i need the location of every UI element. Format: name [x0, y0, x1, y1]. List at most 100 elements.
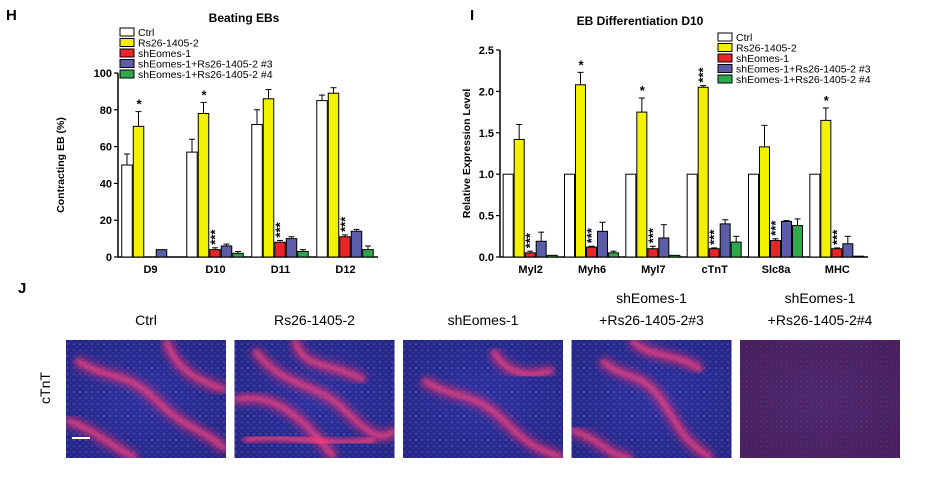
- legend-label-sheomes-1: shEomes-1: [138, 48, 191, 60]
- panel-j-images: Ctrl Rs26-1405-2 shEomes-1 +Rs26-1405-2#3 sh…: [66, 290, 900, 458]
- bar-sheomes-1-myl7: [647, 248, 659, 258]
- bar-sheomes-1-myl2: [524, 252, 536, 258]
- bar-ctrl-d10: [186, 151, 198, 258]
- bar-ctrl-ctnt: [686, 173, 698, 258]
- micrograph-1: [66, 340, 226, 458]
- y-tick-label: 60: [100, 142, 112, 154]
- y-tick-label: 0.5: [479, 211, 494, 223]
- significance-mark: ***: [707, 229, 722, 245]
- chart-h-title: Beating EBs: [209, 11, 280, 25]
- bar-sheomes-1-rs26-1405-2-4-mhc: [853, 255, 865, 258]
- chart-i: 0.0 0.5 1.0 1.5 2.0 2.5 Relative Expression Le…: [461, 32, 871, 276]
- bar-ctrl-d11: [251, 124, 263, 258]
- legend-label-sheomes-1-rs26-1405-2-4: shEomes-1+Rs26-1405-2 #4: [736, 74, 871, 86]
- legend-swatch-rs26-1405-2: [119, 38, 135, 47]
- legend-label-ctrl: Ctrl: [138, 27, 154, 39]
- y-axis-label: Relative Expression Level: [461, 89, 473, 219]
- chart-h: 0 20 40 60 80 100 Contracting EB (%) D9 D10 D11 D1…: [55, 27, 378, 276]
- micrograph-2: [234, 340, 395, 458]
- micrograph-4: [571, 340, 732, 458]
- significance-mark: ***: [645, 227, 660, 243]
- y-axis-label: Contracting EB (%): [55, 117, 67, 213]
- legend-label-rs26-1405-2: Rs26-1405-2: [138, 38, 199, 50]
- chart-i-title: EB Differentiation D10: [577, 14, 704, 28]
- y-tick-label: 100: [94, 68, 112, 80]
- bar-sheomes-1-rs26-1405-2-3-d12: [350, 230, 363, 258]
- significance-mark: ***: [273, 221, 288, 237]
- image-label-4-line1: shEomes-1: [616, 290, 687, 306]
- bar-sheomes-1-rs26-1405-2-4-d11: [297, 250, 309, 258]
- image-label-5-line2: +Rs26-1405-2#4: [768, 312, 873, 328]
- y-tick-label: 1.0: [479, 169, 494, 181]
- legend-label-rs26-1405-2: Rs26-1405-2: [736, 43, 797, 55]
- significance-mark: *: [824, 93, 830, 108]
- image-label-2-line2: Rs26-1405-2: [274, 312, 355, 328]
- bar-sheomes-1-rs26-1405-2-3-myl7: [658, 237, 670, 258]
- legend-swatch-sheomes-1-rs26-1405-2-3: [119, 59, 135, 68]
- bar-sheomes-1-d10: [209, 249, 221, 258]
- bar-ctrl-myl7: [625, 173, 637, 258]
- ctnt-stain-core: [164, 340, 226, 392]
- ctnt-stain-core: [75, 358, 226, 452]
- bar-sheomes-1-rs26-1405-2-3-slc8a: [781, 220, 792, 258]
- legend-label-sheomes-1-rs26-1405-2-4: shEomes-1+Rs26-1405-2 #4: [138, 69, 273, 81]
- bar-sheomes-1-d11: [274, 241, 286, 258]
- y-tick-label: 2.0: [479, 86, 494, 98]
- bar-ctrl-d12: [316, 100, 328, 258]
- significance-mark: ***: [696, 66, 711, 82]
- ctnt-stain-core: [293, 340, 366, 382]
- x-tick-label-slc8a: Slc8a: [762, 264, 792, 276]
- bar-sheomes-1-rs26-1405-2-3-ctnt: [719, 223, 731, 258]
- y-tick-label: 80: [100, 105, 112, 117]
- bar-sheomes-1-rs26-1405-2-4-slc8a: [792, 225, 803, 258]
- ctnt-stain-core: [422, 378, 563, 458]
- bar-sheomes-1-d12: [339, 236, 351, 258]
- bar-sheomes-1-rs26-1405-2-4-myh6: [608, 252, 619, 258]
- image-label-5-line1: shEomes-1: [785, 290, 856, 306]
- bar-ctrl-slc8a: [748, 173, 759, 258]
- significance-mark: ***: [584, 227, 599, 243]
- significance-mark: *: [201, 87, 207, 102]
- significance-mark: ***: [208, 229, 223, 245]
- bar-sheomes-1-ctnt: [708, 248, 720, 258]
- bar-sheomes-1-slc8a: [770, 239, 781, 258]
- ctnt-stain-core: [630, 340, 703, 372]
- legend-swatch-sheomes-1-rs26-1405-2-3: [717, 64, 733, 73]
- significance-mark: ***: [768, 220, 783, 236]
- bar-sheomes-1-rs26-1405-2-4-myl2: [546, 254, 558, 258]
- y-tick-label: 40: [100, 178, 112, 190]
- bar-sheomes-1-myh6: [586, 246, 597, 258]
- bar-ctrl-mhc: [809, 173, 821, 258]
- x-tick-label-d12: D12: [335, 264, 355, 276]
- row-label-ctnt: cTnT: [37, 372, 53, 404]
- legend-label-sheomes-1-rs26-1405-2-3: shEomes-1+Rs26-1405-2 #3: [138, 59, 273, 71]
- bar-sheomes-1-rs26-1405-2-3-myh6: [597, 230, 608, 258]
- x-tick-label-d10: D10: [205, 264, 225, 276]
- image-label-3-line2: shEomes-1: [448, 312, 519, 328]
- bar-ctrl-myh6: [564, 173, 575, 258]
- bar-rs26-1405-2-slc8a: [759, 146, 770, 258]
- ctnt-stain-core: [491, 349, 554, 376]
- ctnt-stain-core: [571, 428, 632, 458]
- ctnt-stain-core: [244, 435, 375, 445]
- bar-sheomes-1-rs26-1405-2-3-myl2: [535, 240, 547, 258]
- legend-label-sheomes-1: shEomes-1: [736, 53, 789, 65]
- micrograph-5: [740, 340, 900, 458]
- legend-swatch-rs26-1405-2: [717, 43, 733, 52]
- bar-rs26-1405-2-d9: [132, 125, 145, 258]
- significance-mark: *: [640, 83, 646, 98]
- bar-sheomes-1-rs26-1405-2-4-ctnt: [730, 241, 742, 258]
- image-label-4-line2: +Rs26-1405-2#3: [599, 312, 704, 328]
- panel-letter-j: J: [18, 280, 26, 297]
- significance-mark: *: [136, 97, 142, 112]
- y-tick-label: 2.5: [479, 45, 494, 57]
- x-tick-label-d11: D11: [271, 264, 291, 276]
- legend-swatch-sheomes-1-rs26-1405-2-4: [717, 74, 733, 84]
- significance-mark: ***: [829, 229, 844, 245]
- y-tick-label: 0.0: [479, 252, 494, 264]
- x-tick-label-myl7: Myl7: [641, 264, 665, 276]
- bar-sheomes-1-rs26-1405-2-3-d11: [285, 238, 298, 258]
- ctnt-stain-core: [600, 358, 713, 458]
- legend-swatch-sheomes-1: [717, 53, 733, 63]
